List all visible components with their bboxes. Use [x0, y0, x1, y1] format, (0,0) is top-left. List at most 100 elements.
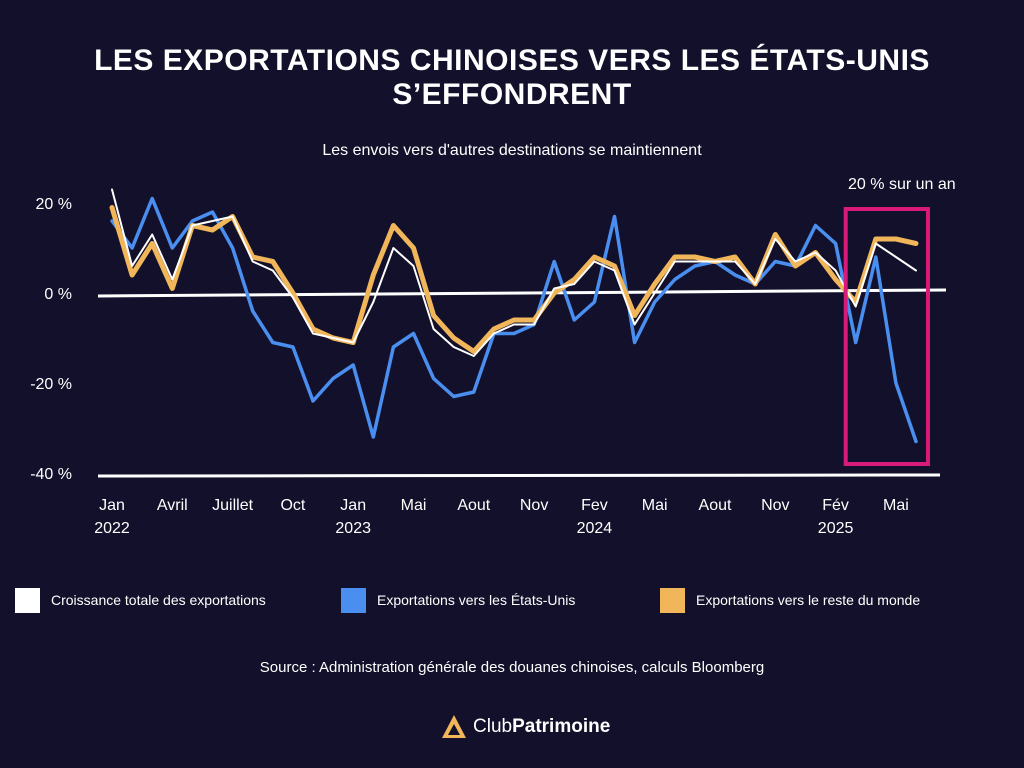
series-line-rest-point — [553, 292, 555, 294]
series-line-rest-point — [171, 287, 174, 290]
series-line-us-point — [694, 265, 696, 267]
brand-name: ClubPatrimoine — [473, 716, 610, 738]
brand-logo: ClubPatrimoine — [441, 714, 621, 740]
series-line-us-point — [613, 215, 616, 218]
series-line-total-point — [191, 224, 194, 227]
series-line-total-point — [533, 323, 535, 326]
series-line-rest-point — [734, 256, 736, 258]
series-line-rest-point — [493, 328, 495, 330]
series-line-total-point — [131, 265, 133, 267]
series-line-total-point — [674, 260, 676, 263]
series-line-total-point — [814, 251, 817, 254]
series-line-rest — [109, 205, 919, 354]
series-line-rest-point — [593, 256, 596, 258]
series-line-total-point — [895, 256, 897, 258]
series-line-us-point — [875, 256, 877, 258]
series-line-us-point — [352, 364, 355, 366]
series-line-total-point — [774, 238, 777, 240]
series-line-total-point — [573, 283, 576, 285]
series-line-total-point — [372, 301, 375, 303]
series-line-rest-point — [272, 260, 274, 263]
series-line-total-point — [352, 341, 355, 344]
series-line-rest-point — [613, 265, 616, 267]
legend-label-us: Exportations vers les États-Unis — [377, 592, 576, 608]
x-tick-label: Mai — [401, 497, 427, 514]
x-tick-label: Nov — [520, 497, 548, 514]
labels-group: 20 % 0 % -20 % -40 % Jan 2022 Avril Juillet Oct J… — [30, 196, 909, 537]
series-line-total-point — [593, 260, 596, 263]
series-line-total-point — [493, 332, 495, 335]
x-tick-label-year: 2025 — [818, 520, 854, 537]
series-line-total-point — [694, 260, 696, 263]
series-line-total-point — [513, 323, 515, 326]
x-tick-label-year: 2023 — [335, 520, 371, 537]
x-tick-label: Avril — [157, 497, 188, 514]
series-line-rest-point — [895, 238, 897, 240]
series-line-us-point — [513, 332, 515, 335]
series-line-us-point — [151, 197, 153, 200]
series-line-total-point — [251, 260, 254, 263]
x-tick-label: Fév — [822, 497, 849, 514]
series-line-us-point — [272, 341, 274, 344]
series-line-total-point — [714, 260, 716, 263]
series-line-us-point — [674, 278, 676, 281]
legend-label-rest: Exportations vers le reste du monde — [696, 592, 921, 608]
series-line-total-point — [392, 247, 395, 249]
x-tick-label: Juillet — [212, 497, 253, 514]
series-line-rest-point — [151, 242, 153, 245]
series-line-us-point — [915, 440, 917, 443]
series-line-total-point — [854, 305, 857, 308]
x-tick-label: Aout — [699, 497, 732, 514]
series-line-rest-point — [875, 238, 877, 240]
series-line-us-point — [412, 332, 415, 335]
series-line-us-point — [633, 341, 636, 344]
triangle-logo-icon — [442, 715, 466, 738]
series-line-us-point — [653, 301, 656, 303]
series-line-us-point — [895, 382, 897, 384]
x-tick-label: Mai — [642, 497, 668, 514]
chart-subtitle: Les envois vers d'autres destinations se… — [322, 142, 702, 159]
y-tick-label: 20 % — [36, 196, 72, 213]
series-line-total-point — [915, 269, 917, 272]
axes-group — [97, 288, 947, 478]
series-line-us-point — [292, 346, 294, 348]
highlight-annotation: 20 % sur un an — [848, 176, 956, 193]
series-line-total-point — [292, 296, 294, 299]
series-line-total-point — [473, 355, 475, 357]
series-line-total-point — [312, 332, 314, 335]
brand-name-part1: Club — [473, 716, 513, 737]
highlight-group: 20 % sur un an — [843, 176, 956, 466]
highlight-box — [843, 207, 931, 466]
series-line-total-point — [834, 269, 837, 272]
series-line-us-point — [171, 247, 174, 249]
series-line-us-point — [332, 377, 334, 380]
series-line-rest-point — [774, 233, 777, 236]
series-line-us-point — [231, 247, 234, 249]
series-line-total-point — [553, 287, 555, 290]
x-tick-label: Jan — [99, 497, 125, 514]
series-line-rest-point — [412, 247, 415, 249]
series-line-rest-point — [694, 256, 696, 258]
series-line-rest-point — [674, 256, 676, 258]
series-line-us-point — [392, 346, 395, 348]
bottom-axis-line — [97, 473, 941, 478]
series-line-us-point — [834, 242, 837, 245]
series-line-total-point — [633, 323, 636, 326]
chart-title-line2: S’EFFONDRENT — [392, 78, 632, 111]
series-line-rest-point — [633, 314, 636, 317]
series-line-rest-point — [312, 328, 314, 330]
series-line-total-point — [613, 269, 616, 272]
series-line-total-point — [875, 242, 877, 245]
series-line-rest-point — [111, 206, 113, 209]
y-tick-label: -40 % — [30, 466, 72, 483]
series-line-rest-point — [834, 278, 837, 281]
x-tick-label: Oct — [280, 497, 305, 514]
series-line-total-point — [272, 269, 274, 272]
legend-label-total: Croissance totale des exportations — [51, 592, 266, 608]
legend: Croissance totale des exportations Expor… — [0, 588, 1024, 614]
series-line-total-point — [171, 278, 174, 281]
zero-line — [97, 288, 947, 298]
series-line-rest-point — [473, 350, 475, 353]
series-line-rest-point — [392, 224, 395, 227]
series-line-us-point — [573, 319, 576, 321]
